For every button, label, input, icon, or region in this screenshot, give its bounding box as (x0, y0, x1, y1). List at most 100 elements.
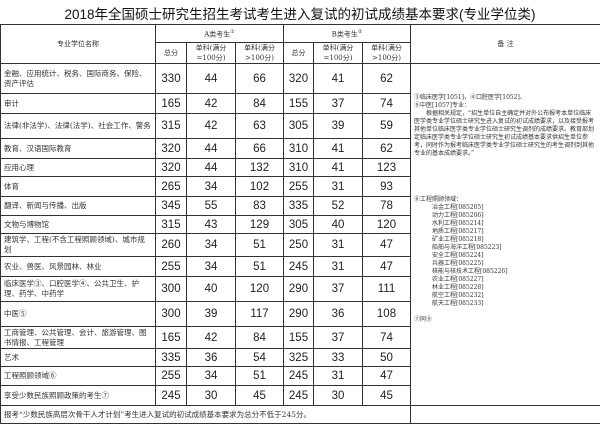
a-score-single-eq: 44 (187, 159, 236, 177)
a-score-single-gt: 84 (236, 94, 284, 114)
b-score-single-eq: 31 (314, 177, 363, 197)
b-score-single-gt: 50 (363, 349, 411, 367)
b-score-single-gt: 78 (363, 197, 411, 216)
b-score-total: 310 (284, 139, 314, 159)
b-score-single-eq: 41 (314, 64, 363, 94)
a-score-single-eq: 44 (187, 64, 236, 94)
row-name: 文物与博物馆 (1, 216, 156, 234)
notes-eng-head: ⑥工程照顾领域： (414, 196, 597, 204)
b-score-single-eq: 41 (314, 139, 363, 159)
a-score-single-gt: 66 (236, 64, 284, 94)
header-a-group: A类考生① (156, 25, 284, 43)
row-name: 工程照顾领域⑥ (1, 367, 156, 386)
header-b-single-eq: 单科(满分=100分) (314, 43, 363, 64)
b-score-total: 245 (284, 386, 314, 406)
header-a-total: 总分 (156, 43, 187, 64)
notes-eng-field: 动力工程[085206] (414, 212, 597, 220)
b-score-single-eq: 52 (314, 197, 363, 216)
a-score-total: 245 (156, 386, 187, 406)
a-score-single-gt: 51 (236, 234, 284, 257)
a-score-single-eq: 44 (187, 139, 236, 159)
b-score-total: 290 (284, 277, 314, 302)
b-score-total: 305 (284, 216, 314, 234)
row-name: 农业、兽医、风景园林、林业 (1, 257, 156, 277)
b-score-single-eq: 30 (314, 386, 363, 406)
row-name: 翻译、新闻与传播、出版 (1, 197, 156, 216)
notes-eng-field: 地质工程[085217] (414, 228, 597, 236)
notes-eng-field: 航天工程[085233] (414, 300, 597, 308)
b-score-single-gt: 45 (363, 386, 411, 406)
notes-med-text: 根据相关规定，“招生单位自主确定并对外公布报考本单位临床医学类专业学位硕士研究生… (414, 110, 597, 158)
notes-med-head1: ③临床医学[1051]、④口腔医学[1052]、 (414, 94, 597, 102)
b-score-single-gt: 74 (363, 94, 411, 114)
a-score-total: 300 (156, 302, 187, 327)
a-score-single-eq: 42 (187, 94, 236, 114)
header-a-single-gt: 单科(满分>100分) (236, 43, 284, 64)
b-score-single-gt: 47 (363, 367, 411, 386)
a-score-single-gt: 132 (236, 159, 284, 177)
row-name: 审计 (1, 94, 156, 114)
header-b-total: 总分 (284, 43, 314, 64)
a-score-total: 320 (156, 139, 187, 159)
score-table: 专业学位名称 A类考生① B类考生② 备 注 总分 单科(满分=100分) 单科… (0, 24, 600, 424)
notes-eng-field: 林业工程[085228] (414, 284, 597, 292)
b-score-single-gt: 59 (363, 114, 411, 139)
b-score-total: 155 (284, 94, 314, 114)
a-score-single-gt: 102 (236, 177, 284, 197)
row-name: 建筑学、工程(不含工程照顾领域)、城市规划 (1, 234, 156, 257)
a-score-single-eq: 36 (187, 349, 236, 367)
footer-note: 报考“少数民族高层次骨干人才计划”考生进入复试的初试成绩基本要求为总分不低于24… (1, 406, 411, 424)
notes-eng-field: 水利工程[085214] (414, 220, 597, 228)
b-score-single-eq: 40 (314, 216, 363, 234)
row-name: 艺术 (1, 349, 156, 367)
a-score-total: 345 (156, 197, 187, 216)
a-score-single-eq: 34 (187, 177, 236, 197)
a-score-total: 260 (156, 234, 187, 257)
b-score-single-gt: 47 (363, 234, 411, 257)
a-score-single-gt: 84 (236, 327, 284, 349)
notes-eng-field: 核能与核技术工程[085226] (414, 268, 597, 276)
row-name: 教育、汉语国际教育 (1, 139, 156, 159)
notes-cell: ③临床医学[1051]、④口腔医学[1052]、 ⑤中医[1057]专业： 根据… (411, 64, 600, 406)
a-score-single-gt: 51 (236, 367, 284, 386)
header-a-single-eq: 单科(满分=100分) (187, 43, 236, 64)
b-score-single-eq: 39 (314, 114, 363, 139)
header-b-single-gt: 单科(满分>100分) (363, 43, 411, 64)
row-name: 临床医学③、口腔医学④、公共卫生、护理、药学、中药学 (1, 277, 156, 302)
a-score-single-eq: 55 (187, 197, 236, 216)
b-score-single-eq: 37 (314, 94, 363, 114)
notes-eng-field: 航空工程[085232] (414, 292, 597, 300)
a-score-total: 315 (156, 216, 187, 234)
a-score-total: 335 (156, 349, 187, 367)
row-name: 金融、应用统计、税务、国际商务、保险、资产评估 (1, 64, 156, 94)
row-name: 应用心理 (1, 159, 156, 177)
a-score-single-gt: 54 (236, 349, 284, 367)
notes-eng-field: 兵器工程[085225] (414, 260, 597, 268)
b-score-single-eq: 33 (314, 349, 363, 367)
a-score-total: 165 (156, 94, 187, 114)
b-score-single-gt: 93 (363, 177, 411, 197)
b-score-total: 290 (284, 302, 314, 327)
b-score-single-eq: 36 (314, 302, 363, 327)
a-score-single-eq: 34 (187, 257, 236, 277)
b-score-total: 325 (284, 349, 314, 367)
a-score-total: 315 (156, 114, 187, 139)
a-score-single-eq: 42 (187, 114, 236, 139)
b-score-single-gt: 74 (363, 327, 411, 349)
a-score-total: 300 (156, 277, 187, 302)
a-score-single-gt: 83 (236, 197, 284, 216)
b-score-total: 305 (284, 114, 314, 139)
a-score-total: 330 (156, 64, 187, 94)
b-score-total: 245 (284, 367, 314, 386)
notes-eng-field: 安全工程[085224] (414, 252, 597, 260)
b-score-single-eq: 37 (314, 277, 363, 302)
header-notes: 备 注 (411, 25, 600, 64)
header-name: 专业学位名称 (1, 25, 156, 64)
a-score-single-eq: 34 (187, 234, 236, 257)
row-name: 中医⑤ (1, 302, 156, 327)
a-score-single-gt: 129 (236, 216, 284, 234)
a-score-single-eq: 30 (187, 386, 236, 406)
row-name: 法律(非法学)、法律(法学)、社会工作、警务 (1, 114, 156, 139)
row-name: 工商管理、公共管理、会计、旅游管理、图书情报、工程管理 (1, 327, 156, 349)
b-score-total: 250 (284, 234, 314, 257)
